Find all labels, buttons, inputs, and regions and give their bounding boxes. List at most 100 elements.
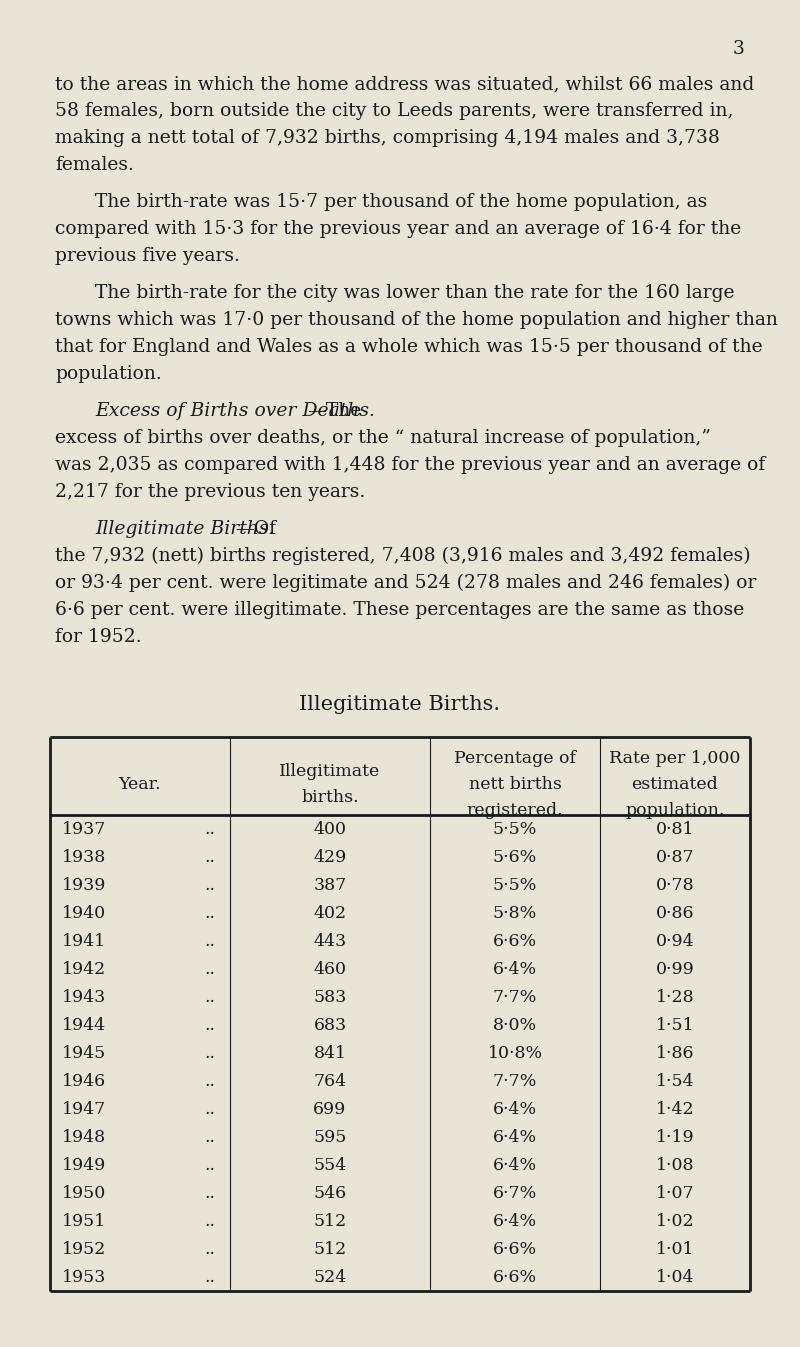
Text: Year.: Year.: [118, 776, 162, 793]
Text: 546: 546: [314, 1184, 346, 1202]
Text: 10·8%: 10·8%: [487, 1044, 542, 1061]
Text: 6·4%: 6·4%: [493, 1100, 537, 1118]
Text: 5·6%: 5·6%: [493, 849, 537, 866]
Text: ..: ..: [204, 820, 215, 838]
Text: 1·28: 1·28: [656, 989, 694, 1005]
Text: 512: 512: [314, 1212, 346, 1230]
Text: 1·51: 1·51: [656, 1017, 694, 1033]
Text: the 7,932 (nett) births registered, 7,408 (3,916 males and 3,492 females): the 7,932 (nett) births registered, 7,40…: [55, 547, 750, 566]
Text: 6·4%: 6·4%: [493, 1212, 537, 1230]
Text: 1940: 1940: [62, 904, 106, 921]
Text: 0·99: 0·99: [656, 960, 694, 978]
Text: 0·78: 0·78: [656, 877, 694, 893]
Text: 1·54: 1·54: [656, 1072, 694, 1090]
Text: previous five years.: previous five years.: [55, 247, 240, 265]
Text: Percentage of: Percentage of: [454, 750, 576, 766]
Text: Illegitimate: Illegitimate: [279, 762, 381, 780]
Text: —The: —The: [306, 401, 361, 420]
Text: 1949: 1949: [62, 1157, 106, 1173]
Text: 7·7%: 7·7%: [493, 989, 537, 1005]
Text: registered.: registered.: [466, 801, 563, 819]
Text: ..: ..: [204, 1212, 215, 1230]
Text: 6·6%: 6·6%: [493, 1269, 537, 1285]
Text: 402: 402: [314, 904, 346, 921]
Text: 699: 699: [314, 1100, 346, 1118]
Text: The birth-rate was 15·7 per thousand of the home population, as: The birth-rate was 15·7 per thousand of …: [95, 193, 707, 211]
Text: 8·0%: 8·0%: [493, 1017, 537, 1033]
Text: 1·04: 1·04: [656, 1269, 694, 1285]
Text: 512: 512: [314, 1241, 346, 1258]
Text: 841: 841: [314, 1044, 346, 1061]
Text: excess of births over deaths, or the “ natural increase of population,”: excess of births over deaths, or the “ n…: [55, 428, 711, 447]
Text: ..: ..: [204, 1072, 215, 1090]
Text: Excess of Births over Deaths.: Excess of Births over Deaths.: [95, 401, 375, 420]
Text: 2,217 for the previous ten years.: 2,217 for the previous ten years.: [55, 484, 366, 501]
Text: ..: ..: [204, 904, 215, 921]
Text: 7·7%: 7·7%: [493, 1072, 537, 1090]
Text: 1946: 1946: [62, 1072, 106, 1090]
Text: 1·08: 1·08: [656, 1157, 694, 1173]
Text: compared with 15·3 for the previous year and an average of 16·4 for the: compared with 15·3 for the previous year…: [55, 220, 742, 238]
Text: 1937: 1937: [62, 820, 106, 838]
Text: for 1952.: for 1952.: [55, 628, 142, 647]
Text: ..: ..: [204, 1100, 215, 1118]
Text: 764: 764: [314, 1072, 346, 1090]
Text: or 93·4 per cent. were legitimate and 524 (278 males and 246 females) or: or 93·4 per cent. were legitimate and 52…: [55, 574, 756, 593]
Text: 1952: 1952: [62, 1241, 106, 1258]
Text: 1944: 1944: [62, 1017, 106, 1033]
Text: The birth-rate for the city was lower than the rate for the 160 large: The birth-rate for the city was lower th…: [95, 284, 734, 302]
Text: 1·01: 1·01: [656, 1241, 694, 1258]
Text: 1·86: 1·86: [656, 1044, 694, 1061]
Text: 460: 460: [314, 960, 346, 978]
Text: 6·6 per cent. were illegitimate. These percentages are the same as those: 6·6 per cent. were illegitimate. These p…: [55, 601, 744, 620]
Text: 583: 583: [314, 989, 346, 1005]
Text: ..: ..: [204, 1044, 215, 1061]
Text: 0·94: 0·94: [656, 932, 694, 950]
Text: 5·5%: 5·5%: [493, 820, 537, 838]
Text: 1938: 1938: [62, 849, 106, 866]
Text: ..: ..: [204, 989, 215, 1005]
Text: estimated: estimated: [632, 776, 718, 793]
Text: that for England and Wales as a whole which was 15·5 per thousand of the: that for England and Wales as a whole wh…: [55, 338, 762, 356]
Text: females.: females.: [55, 156, 134, 174]
Text: 0·86: 0·86: [656, 904, 694, 921]
Text: making a nett total of 7,932 births, comprising 4,194 males and 3,738: making a nett total of 7,932 births, com…: [55, 129, 720, 147]
Text: 6·4%: 6·4%: [493, 1129, 537, 1145]
Text: ..: ..: [204, 932, 215, 950]
Text: ..: ..: [204, 1157, 215, 1173]
Text: ..: ..: [204, 1184, 215, 1202]
Text: 1948: 1948: [62, 1129, 106, 1145]
Text: ..: ..: [204, 1269, 215, 1285]
Text: towns which was 17·0 per thousand of the home population and higher than: towns which was 17·0 per thousand of the…: [55, 311, 778, 329]
Text: 6·6%: 6·6%: [493, 1241, 537, 1258]
Text: 58 females, born outside the city to Leeds parents, were transferred in,: 58 females, born outside the city to Lee…: [55, 102, 734, 120]
Text: 5·5%: 5·5%: [493, 877, 537, 893]
Text: ..: ..: [204, 1241, 215, 1258]
Text: 6·6%: 6·6%: [493, 932, 537, 950]
Text: 400: 400: [314, 820, 346, 838]
Text: 443: 443: [314, 932, 346, 950]
Text: 1939: 1939: [62, 877, 106, 893]
Text: was 2,035 as compared with 1,448 for the previous year and an average of: was 2,035 as compared with 1,448 for the…: [55, 457, 766, 474]
Text: 1943: 1943: [62, 989, 106, 1005]
Text: ..: ..: [204, 1017, 215, 1033]
Text: 1945: 1945: [62, 1044, 106, 1061]
Text: Illegitimate Births.: Illegitimate Births.: [299, 695, 501, 714]
Text: ..: ..: [204, 960, 215, 978]
Text: 1·07: 1·07: [656, 1184, 694, 1202]
Text: 387: 387: [314, 877, 346, 893]
Text: Rate per 1,000: Rate per 1,000: [610, 750, 741, 766]
Text: ..: ..: [204, 849, 215, 866]
Text: population.: population.: [626, 801, 725, 819]
Text: 554: 554: [314, 1157, 346, 1173]
Text: 429: 429: [314, 849, 346, 866]
Text: population.: population.: [55, 365, 162, 383]
Text: 1·42: 1·42: [656, 1100, 694, 1118]
Text: 6·4%: 6·4%: [493, 960, 537, 978]
Text: —Of: —Of: [235, 520, 276, 537]
Text: 1953: 1953: [62, 1269, 106, 1285]
Text: 1941: 1941: [62, 932, 106, 950]
Text: 1·02: 1·02: [656, 1212, 694, 1230]
Text: 1·19: 1·19: [656, 1129, 694, 1145]
Text: to the areas in which the home address was situated, whilst 66 males and: to the areas in which the home address w…: [55, 75, 754, 93]
